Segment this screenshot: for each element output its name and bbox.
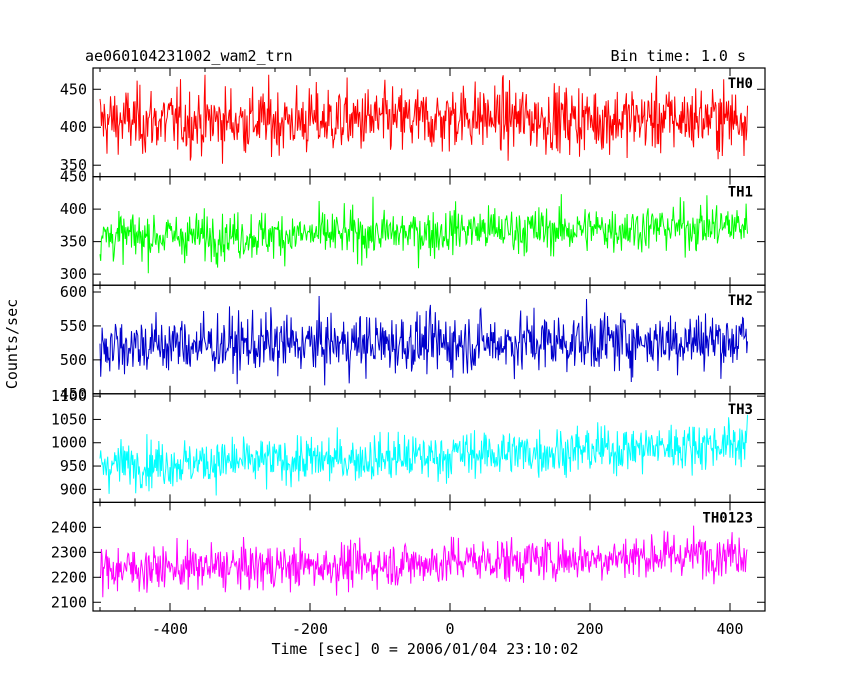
series-label-th0123: TH0123 bbox=[702, 510, 753, 526]
y-tick-label: 2100 bbox=[51, 593, 87, 611]
y-tick-label: 2200 bbox=[51, 568, 87, 586]
series-line-th0123 bbox=[99, 525, 748, 598]
y-tick-label: 550 bbox=[60, 317, 87, 335]
y-tick-label: 300 bbox=[60, 265, 87, 283]
y-tick-label: 1050 bbox=[51, 410, 87, 428]
series-label-th3: TH3 bbox=[728, 402, 753, 418]
y-axis-label: Counts/sec bbox=[3, 299, 21, 389]
series-label-th2: TH2 bbox=[728, 293, 753, 309]
panel-th2: 450 500 550 600 TH2 bbox=[60, 283, 766, 403]
x-axis-label: Time [sec] 0 = 2006/01/04 23:10:02 bbox=[271, 640, 578, 658]
y-tick-label: 350 bbox=[60, 233, 87, 251]
y-tick-label: 1000 bbox=[51, 434, 87, 452]
y-tick-label: 450 bbox=[60, 385, 87, 403]
panel-th1: 300 350 400 450 TH1 bbox=[60, 168, 766, 286]
panels-group: 350 400 450 TH0 300 350 400 450 TH1 450 500 550 600 T… bbox=[51, 67, 766, 612]
y-tick-label: 500 bbox=[60, 351, 87, 369]
y-tick-label: 400 bbox=[60, 200, 87, 218]
x-tick-label: 200 bbox=[576, 620, 603, 638]
series-label-th1: TH1 bbox=[728, 185, 753, 201]
y-tick-label: 400 bbox=[60, 118, 87, 136]
panel-th3: 900 950 1000 1050 1100 TH3 bbox=[51, 387, 766, 503]
y-tick-label: 950 bbox=[60, 457, 87, 475]
series-line-th2 bbox=[99, 295, 748, 386]
y-tick-label: 350 bbox=[60, 156, 87, 174]
chart-title: ae060104231002_wam2_trn bbox=[85, 47, 293, 65]
y-tick-label: 2400 bbox=[51, 518, 87, 536]
x-tick-label: 400 bbox=[716, 620, 743, 638]
y-tick-label: 900 bbox=[60, 480, 87, 498]
y-tick-label: 600 bbox=[60, 283, 87, 301]
series-label-th0: TH0 bbox=[728, 76, 753, 92]
panel-th0123: 2100 2200 2300 2400 TH0123 bbox=[51, 501, 766, 612]
panel-frame bbox=[92, 501, 766, 612]
x-tick-label: -200 bbox=[292, 620, 328, 638]
y-tick-label: 1100 bbox=[51, 387, 87, 405]
x-axis: -400 -200 0 200 400 bbox=[152, 620, 744, 638]
panel-th0: 350 400 450 TH0 bbox=[60, 67, 766, 178]
series-line-th3 bbox=[99, 414, 748, 496]
y-tick-label: 450 bbox=[60, 80, 87, 98]
series-line-th1 bbox=[99, 194, 748, 274]
y-tick-label: 450 bbox=[60, 168, 87, 186]
x-tick-label: -400 bbox=[152, 620, 188, 638]
x-tick-label: 0 bbox=[445, 620, 454, 638]
chart-subtitle: Bin time: 1.0 s bbox=[611, 47, 746, 65]
y-tick-label: 2300 bbox=[51, 543, 87, 561]
series-line-th0 bbox=[99, 74, 748, 164]
